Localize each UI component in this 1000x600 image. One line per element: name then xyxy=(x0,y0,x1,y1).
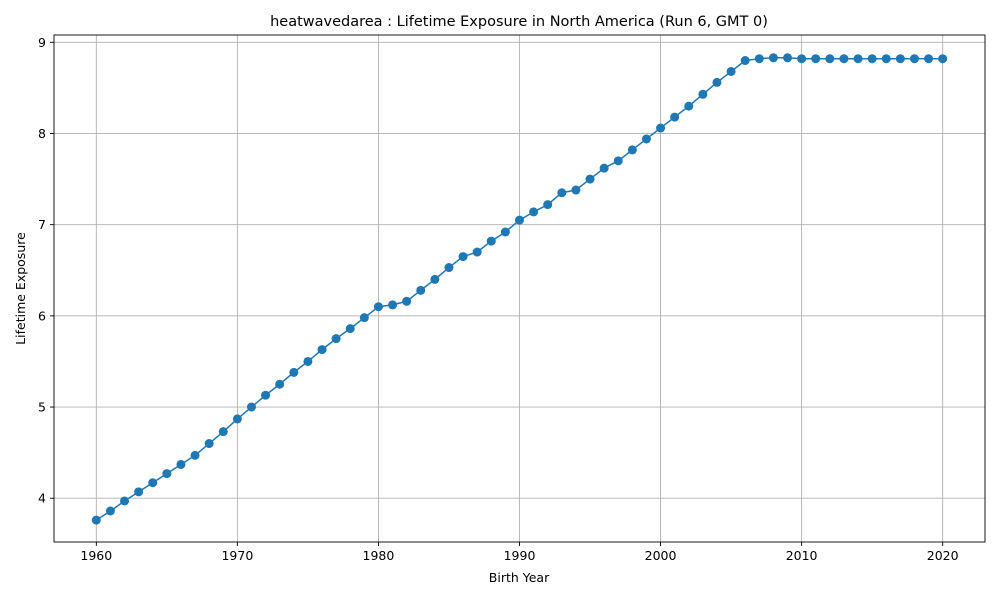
data-point xyxy=(754,54,764,64)
data-point xyxy=(881,54,891,64)
y-axis-label: Lifetime Exposure xyxy=(13,232,28,345)
axis-ticks: 1960 1970 1980 1990 2000 2010 2020 4 5 6 7 8 9 xyxy=(38,35,959,563)
x-tick-label: 2000 xyxy=(645,548,677,563)
data-point xyxy=(656,123,666,133)
data-point xyxy=(515,215,524,225)
data-point xyxy=(345,324,355,334)
data-point xyxy=(373,302,383,312)
data-point xyxy=(289,367,299,377)
data-point xyxy=(134,487,144,497)
data-point xyxy=(472,247,482,257)
data-point xyxy=(303,356,313,366)
data-point xyxy=(388,300,398,310)
data-point xyxy=(105,506,115,516)
data-point xyxy=(867,54,877,64)
data-point xyxy=(120,496,130,506)
data-point xyxy=(275,379,285,389)
y-tick-label: 4 xyxy=(38,491,46,506)
data-point xyxy=(853,54,863,64)
y-tick-label: 5 xyxy=(38,400,46,415)
data-point xyxy=(416,285,426,295)
data-point xyxy=(218,427,228,437)
data-point xyxy=(148,478,158,488)
x-axis-label: Birth Year xyxy=(489,570,550,585)
grid-lines xyxy=(54,35,985,542)
chart-title: heatwavedarea : Lifetime Exposure in Nor… xyxy=(270,14,768,30)
data-point xyxy=(317,345,327,355)
x-tick-label: 2010 xyxy=(786,548,818,563)
x-tick-label: 1980 xyxy=(363,548,395,563)
data-point xyxy=(571,185,581,195)
data-point xyxy=(444,263,454,273)
x-tick-label: 1960 xyxy=(80,548,112,563)
data-point xyxy=(627,145,637,155)
data-point xyxy=(924,54,934,64)
data-point xyxy=(839,54,849,64)
data-point xyxy=(740,56,750,66)
data-point xyxy=(938,54,948,64)
data-point xyxy=(641,134,651,144)
data-point xyxy=(430,274,440,284)
data-point xyxy=(712,77,722,87)
y-tick-label: 6 xyxy=(38,308,46,323)
data-point xyxy=(232,414,242,424)
data-point xyxy=(458,252,468,262)
series-exposure xyxy=(91,53,948,525)
y-tick-label: 9 xyxy=(38,35,46,50)
data-point xyxy=(599,163,609,173)
data-point xyxy=(585,174,595,184)
data-point xyxy=(909,54,919,64)
data-point xyxy=(698,89,708,99)
x-tick-label: 1990 xyxy=(504,548,536,563)
data-point xyxy=(895,54,905,64)
data-point xyxy=(204,439,214,449)
data-point xyxy=(811,54,821,64)
x-tick-label: 2020 xyxy=(927,548,959,563)
data-point xyxy=(486,236,496,246)
y-tick-label: 8 xyxy=(38,126,46,141)
data-point xyxy=(825,54,835,64)
data-point xyxy=(500,227,510,237)
data-point xyxy=(162,469,172,479)
data-point xyxy=(402,296,412,306)
data-point xyxy=(359,313,369,323)
data-point xyxy=(726,66,736,76)
data-point xyxy=(190,450,200,460)
data-point xyxy=(783,53,793,63)
x-tick-label: 1970 xyxy=(221,548,253,563)
data-point xyxy=(797,54,807,64)
data-point xyxy=(670,112,680,122)
data-point xyxy=(684,101,694,111)
data-point xyxy=(91,515,101,525)
data-point xyxy=(261,390,271,400)
data-point xyxy=(331,334,341,344)
data-point xyxy=(613,156,623,166)
data-point xyxy=(529,207,539,217)
data-point xyxy=(768,53,778,63)
data-point xyxy=(246,402,256,412)
data-point xyxy=(557,188,567,198)
y-tick-label: 7 xyxy=(38,217,46,232)
data-point xyxy=(176,459,186,469)
data-point xyxy=(543,200,553,210)
